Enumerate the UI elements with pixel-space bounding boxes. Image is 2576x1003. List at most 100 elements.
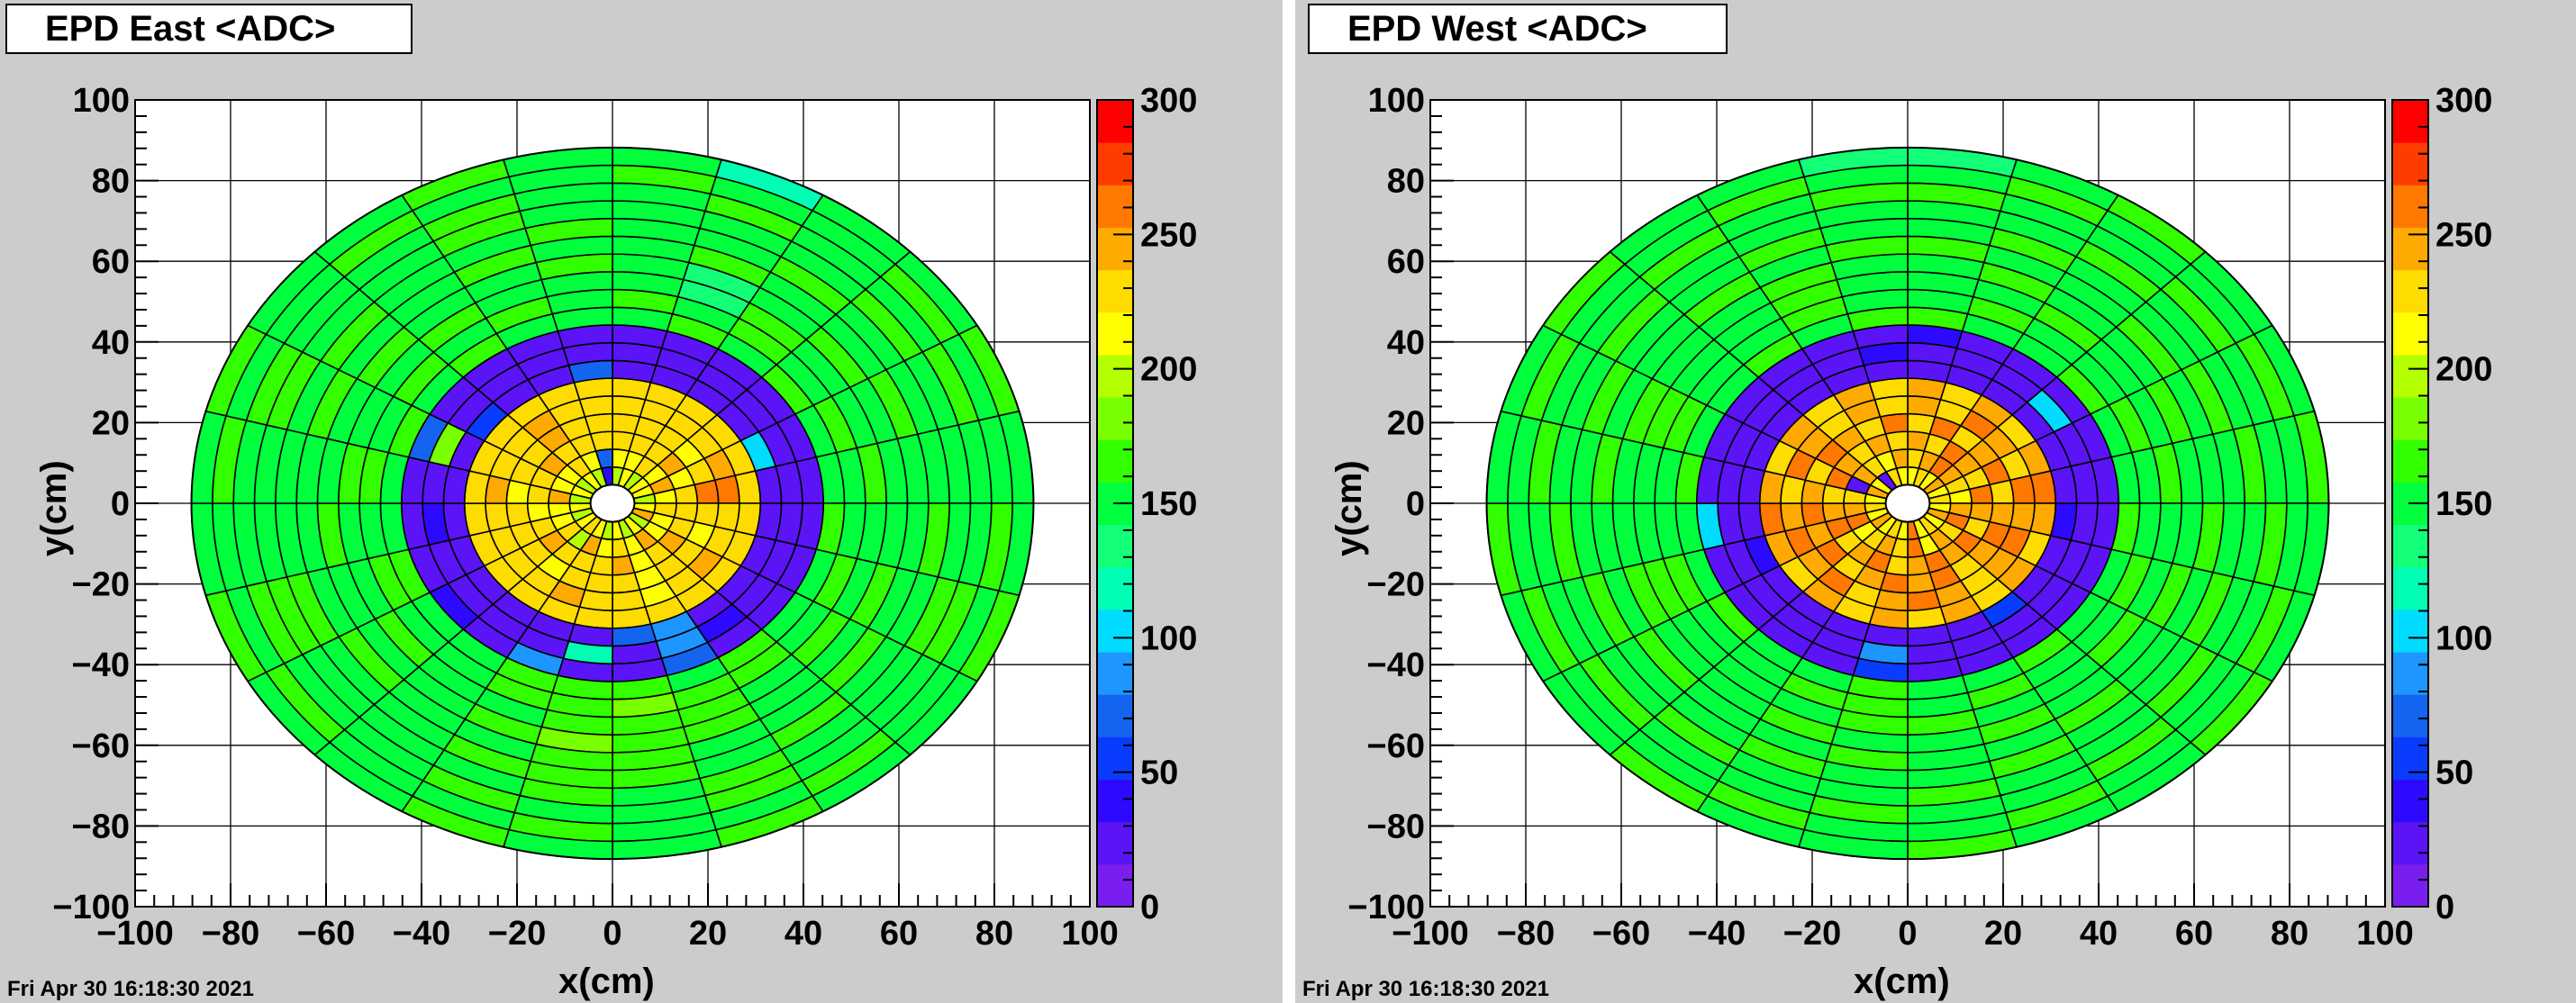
y-tick-label: 40 [1387,324,1425,362]
inner-hole [1884,483,1931,523]
colorbar-label: 250 [1140,216,1197,254]
x-tick-label: −20 [1783,915,1841,953]
panel-west: −100 −80 −60 −40 −20 0 20 40 60 80 100 100 80 60 40 20 0… [1295,0,2576,1003]
heatmap-cell [1989,479,2015,504]
colorbar-label: 300 [2435,82,2492,120]
colorbar-segment [2392,779,2428,823]
x-tick-label: 60 [2175,915,2213,953]
colorbar-segment [1097,779,1133,823]
cells-group [190,147,1035,860]
y-tick-label: −20 [1367,566,1425,604]
colorbar-label: 250 [2435,216,2492,254]
x-tick-label: 40 [785,915,822,953]
x-tick-label: −80 [202,915,259,953]
colorbar-segment [2392,821,2428,865]
y-tick-label: 60 [1387,243,1425,281]
colorbar-label: 300 [1140,82,1197,120]
colorbar-segment [1097,566,1133,610]
colorbar-segment [1097,694,1133,737]
inner-hole [589,483,636,523]
colorbar-label: 50 [1140,755,1178,792]
colorbar-segment [1097,652,1133,695]
colorbar-segment [2392,736,2428,781]
y-tick-label: −20 [72,566,130,604]
colorbar-segment [1097,312,1133,356]
outer-boundary [190,146,1035,861]
heatmap-west-svg: −100 −80 −60 −40 −20 0 20 40 60 80 100100806040200… [1347,82,2492,953]
y-tick-label: 100 [73,82,130,120]
colorbar-segment [1097,609,1133,653]
x-tick-label: −40 [1688,915,1746,953]
x-axis-title-west: x(cm) [1854,962,1950,1001]
colorbar-segment [2392,185,2428,228]
colorbar-segment [1097,100,1133,143]
y-tick-label: 40 [92,324,130,362]
colorbar-label: 50 [2435,755,2473,792]
y-tick-label: −40 [1367,646,1425,684]
colorbar-segment [1097,439,1133,483]
colorbar-segment [2392,354,2428,398]
outer-boundary [1485,146,2330,861]
x-tick-label: −80 [1497,915,1555,953]
x-tick-label: −20 [488,915,546,953]
colorbar-label: 150 [2435,485,2492,523]
y-tick-label: 80 [92,163,130,201]
heatmap-cell [612,572,641,594]
colorbar-segment [1097,142,1133,185]
colorbar [1096,99,1134,908]
colorbar-segment [2392,566,2428,610]
x-tick-label: 100 [2356,915,2413,953]
x-tick-label: 100 [1061,915,1118,953]
timestamp-west: Fri Apr 30 16:18:30 2021 [1302,977,1549,1001]
y-tick-label: 0 [111,485,130,523]
cells-group [1485,147,2330,860]
colorbar-segment [2392,269,2428,313]
x-tick-label: −60 [1592,915,1650,953]
y-tick-label: 60 [92,243,130,281]
y-tick-label: 100 [1368,82,1425,120]
chart-title-east: EPD East <ADC> [5,4,413,54]
colorbar-segment [2392,142,2428,185]
colorbar-segment [1097,736,1133,781]
colorbar-segment [1097,821,1133,865]
heatmap-cell [1907,572,1937,594]
pane-gap [1283,0,1295,1003]
colorbar-segment [1097,524,1133,568]
colorbar-segment [1097,354,1133,398]
x-tick-label: 0 [603,915,621,953]
heatmap-east-svg: −100 −80 −60 −40 −20 0 20 40 60 80 100100806040200… [52,82,1197,953]
panel-east: −100 −80 −60 −40 −20 0 20 40 60 80 100 100 80 60 40 20 0… [0,0,1283,1003]
x-tick-label: 80 [975,915,1013,953]
colorbar-segment [2392,652,2428,695]
colorbar-label: 100 [2435,619,2492,657]
heatmap-cell [1800,502,1827,528]
colorbar-segment [2392,863,2428,908]
y-axis-title-west: y(cm) [1329,460,1369,556]
heatmap-cell [694,479,720,504]
y-tick-label: 0 [1406,485,1425,523]
colorbar-segment [1097,397,1133,440]
x-tick-label: 60 [880,915,918,953]
colorbar-segment [1097,863,1133,908]
heatmap-cell [584,412,613,435]
colorbar-segment [2392,100,2428,143]
y-tick-label: −100 [1347,889,1425,926]
colorbar-segment [2392,397,2428,440]
heatmap-cell [505,502,531,528]
axis-ticks [1429,99,2386,908]
x-tick-label: −60 [297,915,355,953]
colorbar-segment [2392,312,2428,356]
colorbar-segment [2392,439,2428,483]
x-tick-label: −40 [393,915,450,953]
x-tick-label: 0 [1898,915,1917,953]
colorbar-label: 200 [1140,351,1197,389]
colorbar-segment [1097,185,1133,228]
y-tick-label: 80 [1387,163,1425,201]
heatmap-cell [1879,412,1909,435]
x-axis-title-east: x(cm) [558,962,655,1001]
colorbar-segment [2392,694,2428,737]
colorbar-label: 100 [1140,619,1197,657]
colorbar-segment [1097,269,1133,313]
x-tick-label: 20 [1984,915,2022,953]
